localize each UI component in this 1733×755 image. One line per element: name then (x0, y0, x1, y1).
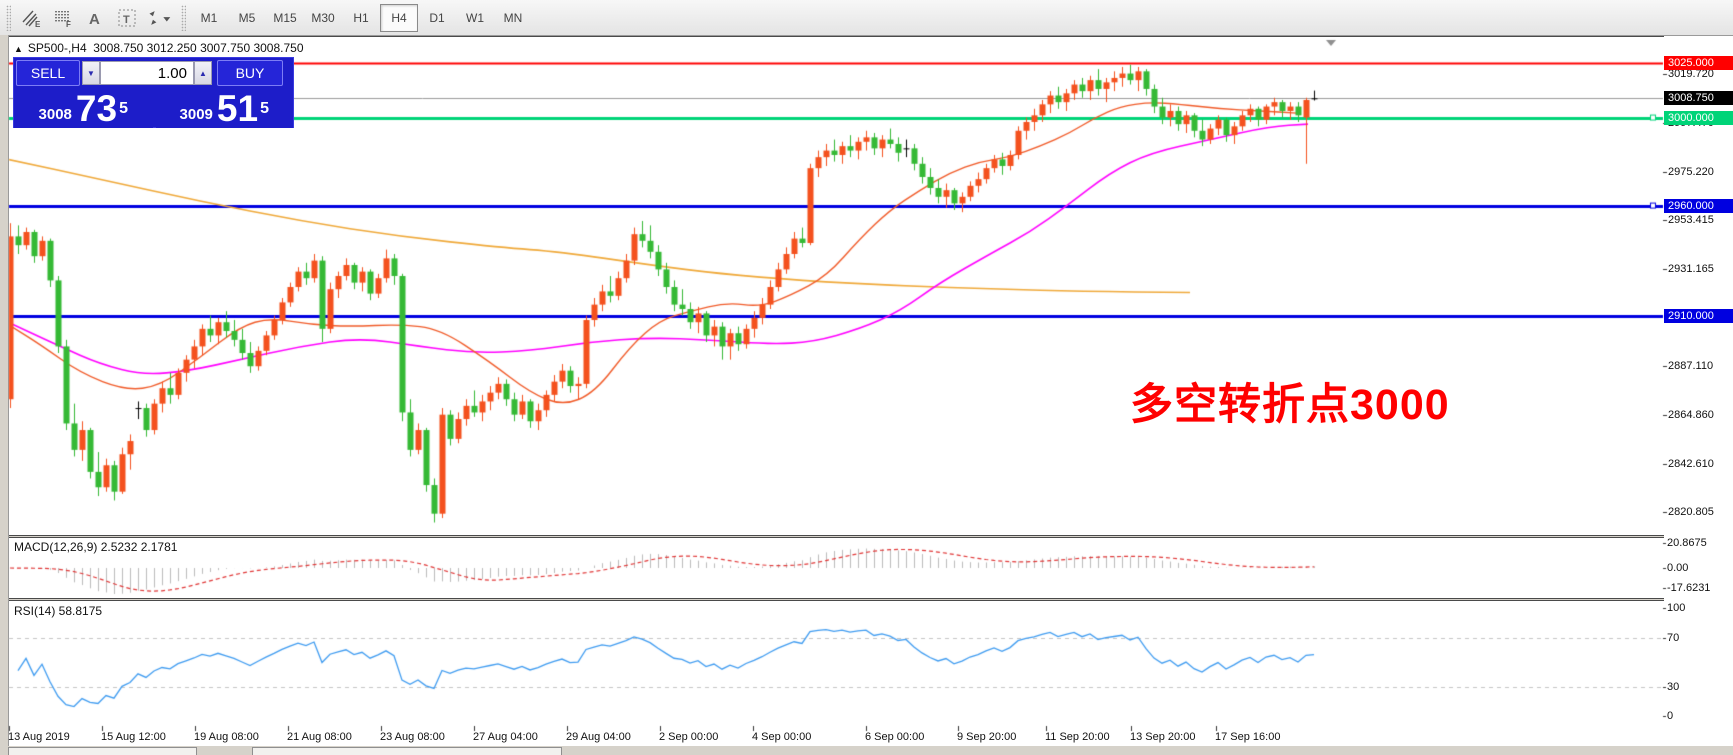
time-tick-label: 21 Aug 08:00 (287, 731, 352, 743)
time-tick-label: 17 Sep 16:00 (1215, 731, 1281, 743)
price-tick-label: 2887.110 (1668, 359, 1714, 372)
volume-decrease-button[interactable]: ▼ (82, 61, 100, 85)
indicator-tick-label: 70 (1667, 632, 1680, 644)
price-tick-label: 2931.165 (1668, 263, 1714, 276)
price-tick-label: 2864.860 (1668, 408, 1714, 421)
rsi-label: RSI(14) 58.8175 (14, 604, 103, 618)
price-line-label: 2960.000 (1664, 198, 1733, 213)
time-tick-label: 11 Sep 20:00 (1045, 731, 1110, 743)
sell-button[interactable]: SELL (16, 60, 80, 86)
time-tick-label: 13 Aug 2019 (8, 731, 70, 743)
indicator-tick-label: 100 (1667, 602, 1686, 614)
price-tick-label: 2820.805 (1668, 505, 1714, 518)
time-tick-label: 23 Aug 08:00 (380, 731, 445, 743)
buy-price-point: 5 (260, 100, 269, 117)
sell-price[interactable]: 3008 73 5 (14, 89, 153, 128)
price-line-label: 3025.000 (1664, 55, 1733, 70)
time-tick-label: 2 Sep 00:00 (659, 731, 719, 743)
collapse-icon[interactable]: ▲ (14, 44, 23, 54)
indicator-tick-label: -17.6231 (1667, 582, 1711, 594)
buy-price-pips: 51 (216, 88, 259, 129)
sell-price-handle: 3008 (38, 106, 72, 123)
indicator-tick-label: 20.8675 (1667, 537, 1707, 549)
trade-widget-controls: SELL ▼ ▲ BUY (14, 58, 293, 88)
chart-ohlc-values: 3008.750 3012.250 3007.750 3008.750 (93, 41, 304, 55)
time-tick-label: 13 Sep 20:00 (1130, 731, 1196, 743)
chart-text-annotation[interactable]: 多空转折点3000 (1130, 381, 1450, 429)
time-tick-label: 29 Aug 04:00 (566, 731, 631, 743)
sell-price-pips: 73 (75, 88, 118, 129)
price-tick-label: 2953.415 (1668, 214, 1714, 227)
time-tick-label: 9 Sep 20:00 (957, 731, 1017, 743)
trade-widget-prices: 3008 73 5 3009 51 5 (14, 89, 293, 128)
buy-price-handle: 3009 (179, 106, 213, 123)
chart-symbol: SP500-,H4 (27, 41, 87, 55)
price-tick-label: 2842.610 (1668, 457, 1714, 470)
caret-down-icon: ▼ (87, 68, 95, 78)
time-tick-label: 19 Aug 08:00 (194, 731, 259, 743)
indicator-tick-label: 0 (1667, 710, 1674, 722)
caret-up-icon: ▲ (199, 68, 207, 78)
price-line-label: 3000.000 (1664, 110, 1733, 125)
macd-label: MACD(12,26,9) 2.5232 2.1781 (14, 540, 178, 554)
volume-increase-button[interactable]: ▲ (194, 61, 212, 85)
indicator-tick-label: 30 (1667, 681, 1680, 693)
indicator-tick-label: 0.00 (1667, 562, 1689, 574)
buy-price[interactable]: 3009 51 5 (155, 88, 293, 129)
chart-header: ▲ SP500-,H4 3008.750 3012.250 3007.750 30… (14, 41, 304, 55)
sell-price-point: 5 (119, 100, 128, 117)
price-line-label: 2910.000 (1664, 308, 1733, 323)
one-click-trading-widget: SELL ▼ ▲ BUY 3008 73 5 3009 51 5 (13, 57, 294, 128)
buy-button[interactable]: BUY (217, 60, 283, 86)
time-tick-label: 6 Sep 00:00 (865, 731, 925, 743)
price-tick-label: 3019.720 (1668, 68, 1714, 81)
volume-input[interactable] (100, 61, 194, 85)
price-tick-label: 2975.220 (1668, 166, 1714, 179)
time-tick-label: 27 Aug 04:00 (473, 731, 538, 743)
time-tick-label: 4 Sep 00:00 (752, 731, 812, 743)
time-tick-label: 15 Aug 12:00 (101, 731, 166, 743)
price-line-label: 3008.750 (1664, 91, 1733, 106)
